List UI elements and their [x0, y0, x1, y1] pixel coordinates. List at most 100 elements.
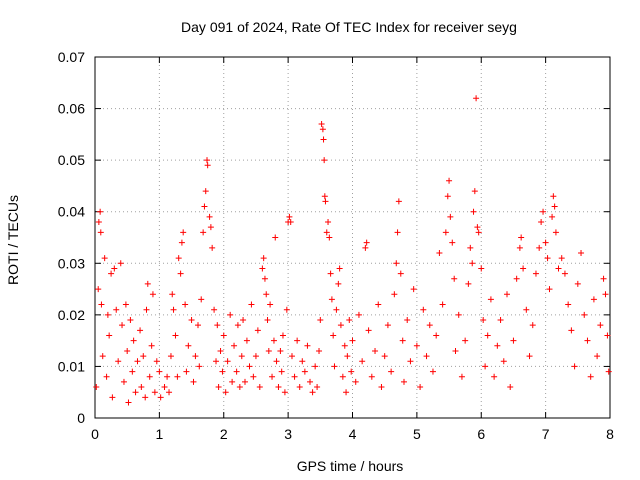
y-tick-label: 0.07 [58, 49, 85, 65]
data-point [153, 358, 160, 365]
data-point [236, 384, 243, 391]
data-point [207, 224, 214, 231]
data-point [413, 342, 420, 349]
data-point [378, 384, 385, 391]
data-point [250, 373, 257, 380]
data-point [164, 373, 171, 380]
data-point [275, 384, 282, 391]
data-point [195, 322, 201, 329]
data-point [287, 219, 294, 226]
data-point [394, 229, 401, 236]
data-point [140, 353, 147, 360]
data-point [243, 337, 250, 344]
data-point [286, 213, 293, 220]
x-tick-label: 7 [542, 426, 550, 442]
data-point [590, 296, 597, 303]
data-point [500, 358, 507, 365]
data-point [127, 317, 134, 324]
data-point [113, 306, 120, 313]
data-point [117, 260, 124, 267]
data-point [270, 337, 277, 344]
x-tick-label: 6 [477, 426, 485, 442]
data-point [248, 301, 255, 308]
data-point [278, 368, 285, 375]
data-point [215, 384, 222, 391]
data-point [436, 249, 443, 256]
data-point [104, 311, 111, 318]
data-point [523, 306, 530, 313]
data-point [602, 291, 609, 298]
data-point [597, 322, 604, 329]
x-tick-label: 4 [349, 426, 357, 442]
chart-grid [95, 57, 610, 418]
data-point [449, 239, 456, 246]
data-point [301, 368, 308, 375]
data-point [526, 353, 533, 360]
data-point [229, 378, 236, 385]
data-point [331, 363, 338, 370]
y-tick-label: 0.05 [58, 152, 85, 168]
data-point [143, 306, 150, 313]
data-point [388, 368, 395, 375]
data-point [568, 327, 575, 334]
data-point [166, 389, 173, 396]
data-point [198, 296, 205, 303]
data-point [518, 234, 525, 241]
data-point [372, 347, 379, 354]
data-point [393, 260, 400, 267]
data-point [391, 291, 398, 298]
data-point [346, 317, 353, 324]
data-point [200, 229, 207, 236]
data-point [574, 280, 581, 287]
data-point [426, 322, 433, 329]
data-point [410, 286, 417, 293]
data-point [246, 363, 253, 370]
data-point [487, 296, 494, 303]
data-point [142, 394, 149, 401]
data-point [558, 255, 565, 262]
data-point [294, 337, 301, 344]
data-point [180, 229, 187, 236]
data-point [224, 358, 231, 365]
data-point [148, 342, 155, 349]
data-point [307, 378, 314, 385]
data-point [510, 337, 517, 344]
data-point [542, 239, 549, 246]
data-point [259, 265, 266, 272]
data-point [336, 265, 343, 272]
data-point [149, 291, 156, 298]
data-point [233, 368, 240, 375]
data-point [423, 353, 430, 360]
data-point [365, 327, 372, 334]
data-point [442, 229, 449, 236]
data-point [192, 353, 199, 360]
data-point [220, 332, 227, 339]
data-point [471, 188, 478, 195]
data-point [325, 219, 332, 226]
data-point [119, 322, 126, 329]
x-tick-label: 1 [155, 426, 163, 442]
y-tick-label: 0.02 [58, 307, 85, 323]
data-point [581, 311, 588, 318]
data-point [407, 358, 414, 365]
data-point [470, 208, 477, 215]
data-point [322, 198, 329, 205]
data-point [174, 373, 181, 380]
data-point [277, 347, 284, 354]
data-point [491, 373, 498, 380]
data-point [538, 219, 545, 226]
data-point [281, 389, 288, 396]
data-point [279, 332, 286, 339]
data-point [209, 244, 216, 251]
data-point [544, 255, 551, 262]
data-point [395, 198, 402, 205]
data-point [550, 193, 557, 200]
data-point [536, 244, 543, 251]
data-point [213, 358, 220, 365]
data-point [339, 373, 346, 380]
data-point [571, 363, 578, 370]
data-point [272, 234, 279, 241]
data-point [337, 322, 344, 329]
data-point [604, 332, 611, 339]
data-point [172, 332, 179, 339]
